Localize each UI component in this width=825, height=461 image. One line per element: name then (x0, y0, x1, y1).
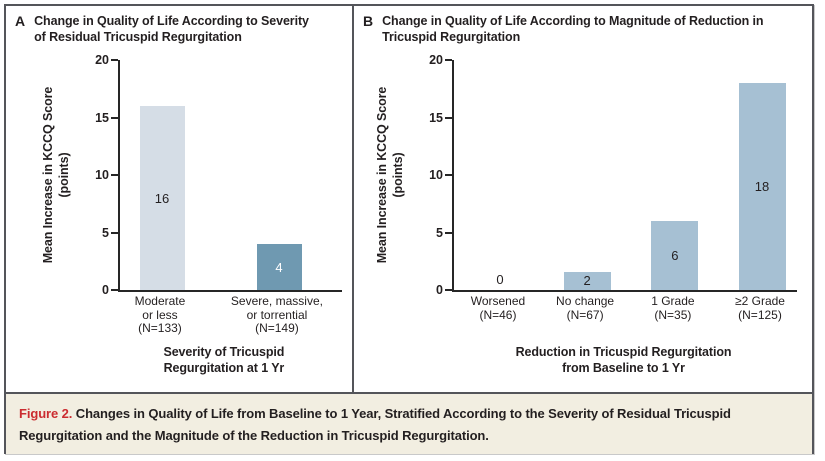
caption-label: Figure 2. (19, 406, 73, 421)
y-axis-label-line-2: (points) (56, 152, 71, 198)
y-axis-label-line-2: (points) (390, 152, 405, 198)
y-tick-mark (111, 116, 118, 119)
bar: 18 (738, 83, 786, 290)
y-tick-mark (445, 231, 452, 234)
y-tick-label: 15 (429, 110, 443, 125)
category-label: Severe, massive, or torrential (N=149) (230, 294, 323, 335)
y-axis-label-line-1: Mean Increase in KCCQ Score (41, 86, 55, 264)
bar-value-label: 18 (754, 179, 770, 194)
bar: 4 (256, 244, 302, 290)
panel-a-title: A Change in Quality of Life According to… (15, 13, 309, 45)
bar: 16 (139, 106, 185, 290)
x-axis-title: Reduction in Tricuspid Regurgitation from… (515, 345, 732, 375)
bar-value-label: 4 (275, 259, 283, 275)
y-tick-label: 20 (429, 53, 443, 67)
panel-b-title-line-1: Change in Quality of Life According to M… (382, 14, 764, 28)
y-tick-mark (111, 231, 118, 234)
figure-caption: Figure 2. Changes in Quality of Life fro… (6, 392, 812, 454)
panel-a-letter: A (15, 13, 26, 29)
category-label: 1 Grade (N=35) (651, 294, 695, 322)
y-tick-mark (445, 59, 452, 61)
y-tick-label: 0 (436, 283, 443, 297)
panel-a-title-line-1: Change in Quality of Life According to S… (34, 14, 309, 28)
plot-area: 0 5 10 15 20 0 2 6 18 (429, 53, 797, 297)
y-tick-label: 0 (102, 283, 109, 297)
category-label: ≥2 Grade (N=125) (735, 294, 785, 322)
bar: 6 (651, 221, 699, 290)
category-label: Worsened (N=46) (470, 294, 526, 322)
panel-a-title-text: Change in Quality of Life According to S… (34, 13, 309, 45)
y-tick-mark (445, 174, 452, 176)
y-axis-label: Mean Increase in KCCQ Score (points) (375, 60, 407, 290)
panel-a: A Change in Quality of Life According to… (6, 6, 352, 392)
y-axis-label: Mean Increase in KCCQ Score (points) (41, 60, 73, 290)
y-tick-label: 15 (95, 110, 109, 125)
y-tick-label: 10 (429, 168, 443, 182)
category-label: No change (N=67) (556, 294, 615, 322)
panel-divider (352, 6, 354, 392)
panel-b-title: B Change in Quality of Life According to… (363, 13, 764, 45)
caption-text: Changes in Quality of Life from Baseline… (19, 406, 731, 443)
y-tick-mark (111, 289, 118, 291)
y-axis-label-line-1: Mean Increase in KCCQ Score (375, 86, 389, 264)
y-tick-mark (111, 174, 118, 176)
y-tick-mark (445, 116, 452, 119)
category-labels: Moderate or less (N=133) Severe, massive, or… (118, 294, 340, 343)
y-tick-label: 5 (436, 225, 443, 240)
y-tick-mark (111, 59, 118, 61)
y-tick-label: 5 (102, 225, 109, 240)
y-tick-mark (445, 289, 452, 291)
y-tick-label: 10 (95, 168, 109, 182)
category-labels: Worsened (N=46) No change (N=67) 1 Grade (N=3… (452, 294, 795, 343)
bar-value-label: 6 (671, 248, 679, 263)
panel-a-title-line-2: of Residual Tricuspid Regurgitation (34, 30, 242, 44)
bar: 2 (563, 271, 611, 290)
category-label: Moderate or less (N=133) (134, 294, 186, 335)
x-axis-title: Severity of Tricuspid Regurgitation at 1 … (163, 345, 285, 375)
panel-b-title-line-2: Tricuspid Regurgitation (382, 30, 521, 44)
bar-value-label: 0 (496, 272, 504, 287)
panel-b-title-text: Change in Quality of Life According to M… (382, 13, 763, 45)
panel-b: B Change in Quality of Life According to… (354, 6, 816, 392)
y-tick-label: 20 (95, 53, 109, 67)
bar-value-label: 2 (583, 273, 591, 289)
bar-value-label: 16 (154, 190, 170, 206)
panel-b-letter: B (363, 13, 374, 29)
plot-area: 0 5 10 15 20 16 4 (95, 53, 342, 297)
